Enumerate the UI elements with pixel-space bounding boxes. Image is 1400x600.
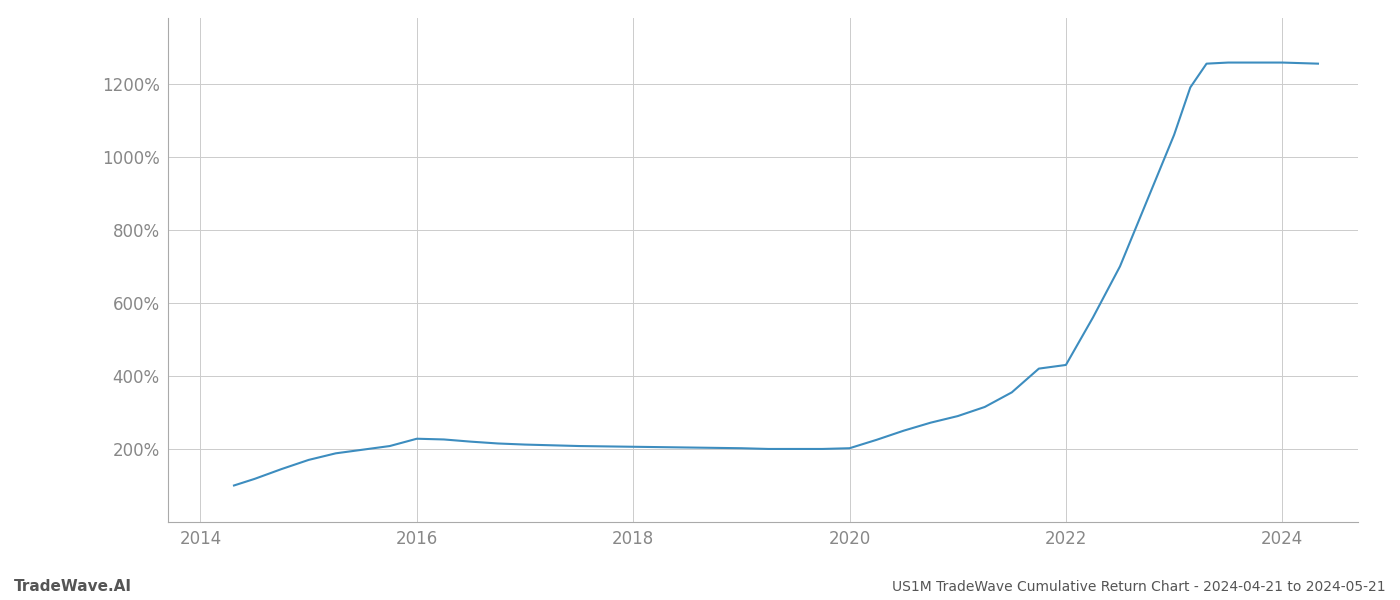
Text: US1M TradeWave Cumulative Return Chart - 2024-04-21 to 2024-05-21: US1M TradeWave Cumulative Return Chart -… bbox=[892, 580, 1386, 594]
Text: TradeWave.AI: TradeWave.AI bbox=[14, 579, 132, 594]
